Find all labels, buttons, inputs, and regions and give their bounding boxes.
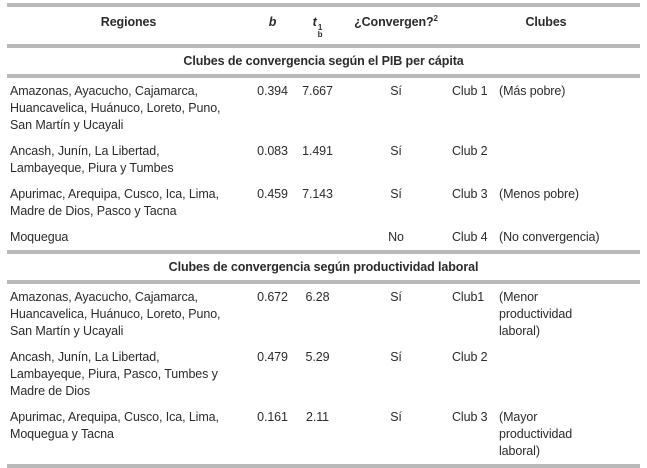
club-description-cell <box>497 349 640 400</box>
b-value: 0.394 <box>257 84 288 98</box>
convergence-cell: Sí <box>390 350 402 364</box>
table-row: Ancash, Junín, La Libertad, Lambayeque, … <box>7 138 640 181</box>
t-value <box>295 229 340 246</box>
section2-title-bottom-rule <box>7 280 640 284</box>
section2-title-top-rule <box>7 250 640 254</box>
convergence-cell: Sí <box>390 187 402 201</box>
club-cell: Club 2 <box>452 350 488 364</box>
t-value: 2.11 <box>305 410 329 424</box>
top-rule <box>7 3 640 7</box>
section1-top-rule <box>7 74 640 78</box>
club-description-cell <box>497 143 640 177</box>
t-value: 1.491 <box>302 144 333 158</box>
table-row: Amazonas, Ayacucho, Cajamarca, Huancavel… <box>7 284 640 344</box>
regions-cell: Apurimac, Arequipa, Cusco, Ica, Lima, Mo… <box>10 410 219 441</box>
b-value: 0.479 <box>257 350 288 364</box>
t-symbol: t <box>312 15 317 29</box>
column-header-b: b <box>268 15 277 29</box>
header-bottom-rule <box>7 44 640 48</box>
club-description-cell: (Mayor productividad laboral) <box>499 410 573 458</box>
table-row: Amazonas, Ayacucho, Cajamarca, Huancavel… <box>7 78 640 138</box>
club-cell: Club 3 <box>452 410 488 424</box>
club-cell: Club 1 <box>452 84 488 98</box>
regions-cell: Moquegua <box>10 230 69 244</box>
table-row: Apurimac, Arequipa, Cusco, Ica, Lima, Ma… <box>7 181 640 224</box>
club-cell: Club1 <box>452 290 485 304</box>
column-header-clubes: Clubes <box>525 15 567 29</box>
t-value: 5.29 <box>305 350 330 364</box>
t-value: 7.667 <box>302 84 333 98</box>
table-row: Apurimac, Arequipa, Cusco, Ica, Lima, Mo… <box>7 404 640 464</box>
t-value: 7.143 <box>302 187 333 201</box>
convergence-cell: Sí <box>390 84 402 98</box>
b-value <box>250 229 295 246</box>
b-value: 0.459 <box>257 187 288 201</box>
section-title-pib: Clubes de convergencia según el PIB per … <box>183 54 464 68</box>
club-description-cell: (No convergencia) <box>499 230 600 244</box>
regions-cell: Ancash, Junín, La Libertad, Lambayeque, … <box>10 144 174 175</box>
b-value: 0.672 <box>257 290 288 304</box>
section-title-productividad: Clubes de convergencia según productivid… <box>168 260 479 274</box>
club-cell: Club 2 <box>452 144 488 158</box>
club-description-cell: (Menor productividad laboral) <box>499 290 573 338</box>
table-row: Ancash, Junín, La Libertad, Lambayeque, … <box>7 344 640 404</box>
convergence-cell: Sí <box>390 290 402 304</box>
club-description-cell: (Menos pobre) <box>499 187 579 201</box>
table-row: Moquegua No Club 4 (No convergencia) <box>7 224 640 250</box>
regions-cell: Apurimac, Arequipa, Cusco, Ica, Lima, Ma… <box>10 187 219 218</box>
t-superscript: 1 <box>317 23 323 32</box>
club-cell: Club 3 <box>452 187 488 201</box>
column-header-convergen: ¿Convergen?2 <box>354 14 438 30</box>
convergen-footnote-marker: 2 <box>433 14 438 23</box>
regions-cell: Amazonas, Ayacucho, Cajamarca, Huancavel… <box>10 290 221 338</box>
club-description-cell: (Más pobre) <box>499 84 566 98</box>
convergence-cell: Sí <box>390 410 402 424</box>
b-value: 0.083 <box>257 144 288 158</box>
regions-cell: Ancash, Junín, La Libertad, Lambayeque, … <box>10 350 218 398</box>
t-subscript: b <box>317 29 323 39</box>
b-value: 0.161 <box>257 410 288 424</box>
t-value: 6.28 <box>305 290 330 304</box>
regions-cell: Amazonas, Ayacucho, Cajamarca, Huancavel… <box>10 84 221 132</box>
club-cell: Club 4 <box>452 230 488 244</box>
column-header-regiones: Regiones <box>100 15 157 29</box>
convergence-cell: Sí <box>390 144 402 158</box>
convergence-cell: No <box>388 230 404 244</box>
